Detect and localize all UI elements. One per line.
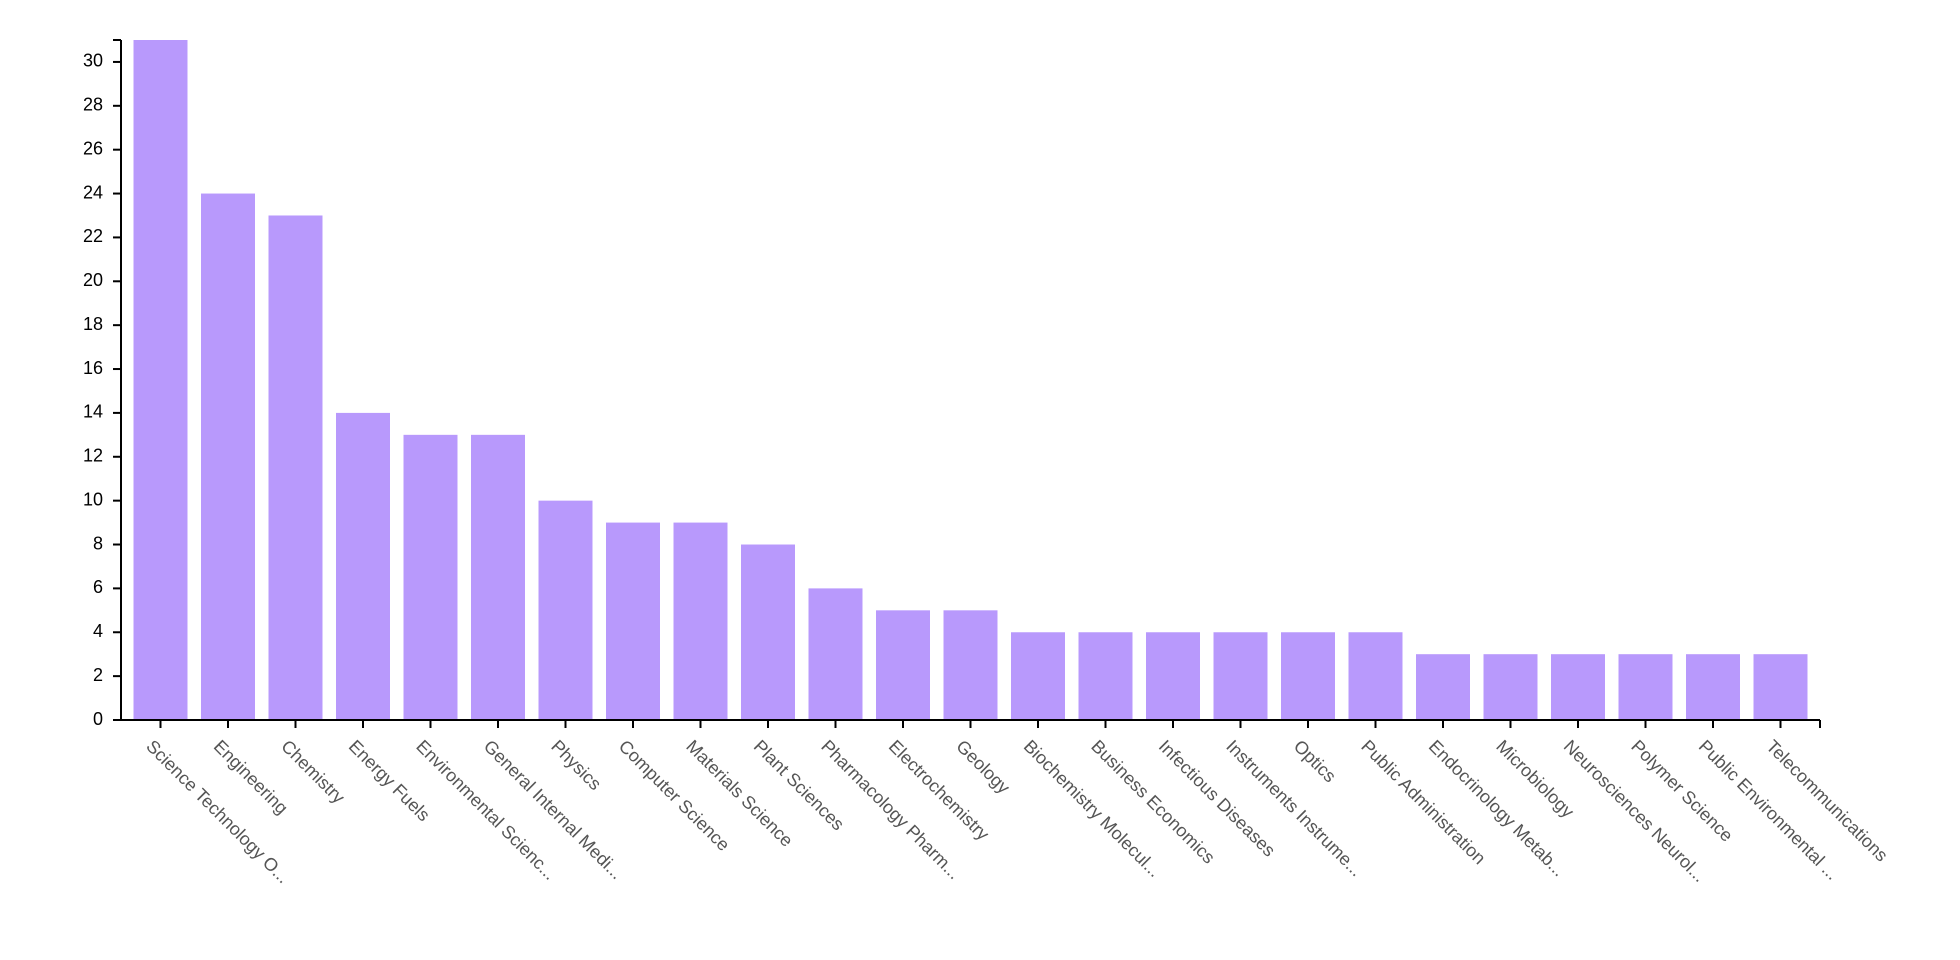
y-tick-label: 12 — [83, 446, 103, 466]
x-tick-label: Business Economics — [1087, 736, 1219, 868]
bar-1 — [201, 193, 255, 720]
x-tick-label: Geology — [952, 736, 1014, 798]
y-tick-label: 20 — [83, 270, 103, 290]
x-tick-label: Instruments Instrume... — [1222, 736, 1366, 880]
y-tick-label: 24 — [83, 182, 103, 202]
x-tick-label: Endocrinology Metab... — [1425, 736, 1569, 880]
y-tick-label: 6 — [93, 577, 103, 597]
y-tick-label: 30 — [83, 51, 103, 71]
bar-9 — [741, 544, 795, 720]
bar-22 — [1618, 654, 1673, 720]
bar-7 — [606, 522, 660, 720]
x-tick-label: Telecommunications — [1762, 736, 1891, 865]
x-tick-label: Computer Science — [615, 736, 734, 855]
bar-23 — [1686, 654, 1740, 720]
x-tick-label: Chemistry — [277, 736, 348, 807]
bar-8 — [673, 522, 728, 720]
bar-11 — [876, 610, 930, 720]
x-tick-label: Science Technology O... — [142, 736, 293, 887]
bar-21 — [1551, 654, 1605, 720]
bar-10 — [808, 588, 863, 720]
y-tick-label: 4 — [93, 621, 103, 641]
bar-0 — [133, 40, 188, 720]
bar-13 — [1011, 632, 1065, 720]
bar-14 — [1078, 632, 1133, 720]
bar-3 — [336, 412, 390, 720]
bar-16 — [1213, 632, 1268, 720]
bar-6 — [538, 500, 593, 720]
y-tick-label: 22 — [83, 226, 103, 246]
x-tick-label: Neurosciences Neurol... — [1560, 736, 1710, 886]
x-tick-label: Physics — [547, 736, 605, 794]
bar-24 — [1753, 654, 1808, 720]
bar-15 — [1146, 632, 1200, 720]
y-tick-label: 0 — [93, 709, 103, 729]
x-tick-label: Optics — [1290, 736, 1340, 786]
bar-5 — [471, 434, 525, 720]
x-axis: Science Technology O...EngineeringChemis… — [121, 719, 1892, 887]
x-tick-label: Environmental Scienc... — [412, 736, 560, 884]
y-tick-label: 26 — [83, 138, 103, 158]
bar-2 — [268, 215, 323, 720]
bar-17 — [1281, 632, 1335, 720]
bar-18 — [1348, 632, 1403, 720]
x-tick-label: Biochemistry Molecul... — [1020, 736, 1165, 881]
x-tick-label: General Internal Medi... — [480, 736, 627, 883]
bar-4 — [403, 434, 458, 720]
y-tick-label: 14 — [83, 402, 103, 422]
x-tick-label: Public Administration — [1357, 736, 1489, 868]
x-tick-label: Public Environmental ... — [1695, 736, 1843, 884]
bar-20 — [1483, 654, 1538, 720]
y-tick-label: 10 — [83, 489, 103, 509]
y-tick-label: 2 — [93, 665, 103, 685]
y-tick-label: 16 — [83, 358, 103, 378]
x-tick-label: Pharmacology Pharm... — [817, 736, 964, 883]
bar-19 — [1416, 654, 1470, 720]
bar-12 — [943, 610, 998, 720]
y-tick-label: 28 — [83, 95, 103, 115]
y-tick-label: 18 — [83, 314, 103, 334]
bars-group — [133, 40, 1808, 720]
y-tick-label: 8 — [93, 533, 103, 553]
x-tick-label: Infectious Diseases — [1155, 736, 1280, 861]
